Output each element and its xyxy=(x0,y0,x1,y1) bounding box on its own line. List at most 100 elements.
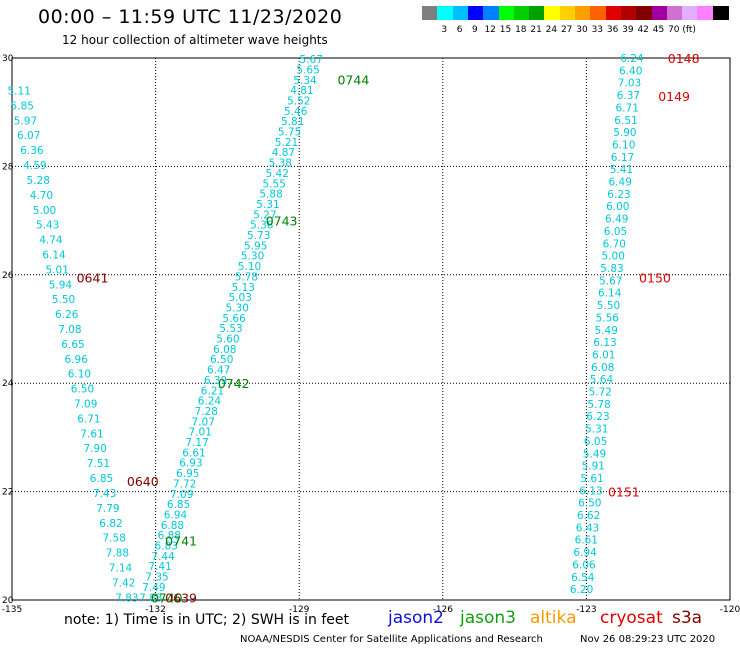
wave-height-label: 5.95 xyxy=(244,240,267,252)
wave-height-label: 6.95 xyxy=(176,468,199,480)
wave-height-label: 5.49 xyxy=(583,448,606,460)
wave-height-label: 5.88 xyxy=(259,189,282,201)
color-scale-tick-label: 70 xyxy=(668,25,680,35)
color-swatch xyxy=(437,6,454,20)
wave-height-label: 6.96 xyxy=(65,354,89,366)
wave-height-label: 7.28 xyxy=(195,406,218,418)
pass-time-label: 0640 xyxy=(127,474,159,489)
wave-height-label: 6.21 xyxy=(201,385,224,397)
color-scale-tick-label: 18 xyxy=(515,25,527,35)
wave-height-label: 5.56 xyxy=(596,312,620,324)
pass-time-label: 0150 xyxy=(639,271,671,286)
color-swatch xyxy=(575,6,591,20)
color-swatch xyxy=(559,6,576,20)
wave-height-label: 6.88 xyxy=(158,530,181,542)
wave-height-label: 7.51 xyxy=(87,458,110,470)
wave-height-label: 5.66 xyxy=(222,313,246,325)
wave-height-label: 4.87 xyxy=(272,147,295,159)
wave-height-label: 7.08 xyxy=(58,324,81,336)
wave-height-label: 6.24 xyxy=(198,396,222,408)
color-swatch xyxy=(636,6,653,20)
color-swatch xyxy=(697,6,714,20)
wave-height-label: 6.82 xyxy=(99,518,122,530)
wave-height-label: 5.73 xyxy=(247,230,270,242)
wave-height-label: 5.27 xyxy=(253,209,276,221)
wave-height-label: 5.01 xyxy=(46,264,69,276)
wave-height-label: 6.71 xyxy=(77,413,100,425)
lon-tick-label: -126 xyxy=(433,605,454,615)
wave-height-label: 7.09 xyxy=(170,489,193,501)
page-title: 00:00 – 11:59 UTC 11/23/2020 xyxy=(38,6,343,28)
lat-tick-label: 28 xyxy=(2,162,14,172)
wave-height-label: 5.46 xyxy=(284,106,308,118)
wave-height-label: 6.24 xyxy=(620,53,644,65)
wave-height-label: 6.70 xyxy=(603,238,626,250)
wave-height-label: 6.23 xyxy=(607,189,630,201)
wave-height-label: 5.53 xyxy=(219,323,242,335)
page-subtitle: 12 hour collection of altimeter wave hei… xyxy=(62,33,328,47)
lat-tick-label: 20 xyxy=(2,596,14,606)
wave-height-label: 5.55 xyxy=(263,178,286,190)
wave-height-label: 5.81 xyxy=(281,116,304,128)
color-swatch xyxy=(651,6,668,20)
color-scale-tick-label: 42 xyxy=(637,25,649,35)
wave-height-label: 6.00 xyxy=(606,201,629,213)
wave-height-label: 6.07 xyxy=(17,130,40,142)
wave-height-label: 6.50 xyxy=(210,354,233,366)
wave-height-label: 7.14 xyxy=(109,563,133,575)
wave-height-label: 6.49 xyxy=(605,214,628,226)
wave-height-label: 5.21 xyxy=(275,137,298,149)
pass-time-label: 0744 xyxy=(337,73,369,88)
color-scale-tick-label: 15 xyxy=(499,25,512,35)
wave-height-label: 5.67 xyxy=(300,54,323,66)
plot-frame xyxy=(11,57,731,601)
wave-height-label: 5.64 xyxy=(590,374,614,386)
wave-height-label: 5.43 xyxy=(36,220,59,232)
wave-height-label: 6.88 xyxy=(161,520,184,532)
wave-height-label: 5.78 xyxy=(587,399,610,411)
color-swatch xyxy=(498,6,515,20)
lon-tick-label: -132 xyxy=(145,605,165,615)
wave-height-label: 7.03 xyxy=(618,78,641,90)
wave-height-label: 6.93 xyxy=(179,458,202,470)
color-scale-tick-label: 9 xyxy=(472,25,478,35)
wave-height-label: 6.50 xyxy=(578,498,601,510)
wave-height-label: 5.11 xyxy=(8,86,31,98)
lat-tick-label: 26 xyxy=(2,271,14,281)
wave-height-label: 6.85 xyxy=(167,499,190,511)
wave-height-label: 6.61 xyxy=(182,447,205,459)
wave-height-label: 6.65 xyxy=(61,339,84,351)
wave-height-label: 5.38 xyxy=(269,158,292,170)
wave-height-label: 6.40 xyxy=(619,65,642,77)
color-scale-tick-label: 45 xyxy=(652,25,665,35)
wave-height-label: 6.10 xyxy=(612,140,635,152)
wave-height-label: 4.59 xyxy=(23,160,46,172)
pass-time-label: 0740 xyxy=(151,590,183,605)
wave-height-label: 6.94 xyxy=(573,547,597,559)
wave-height-label: 6.43 xyxy=(576,522,599,534)
wave-height-label: 7.35 xyxy=(145,572,168,584)
wave-height-label: 6.13 xyxy=(579,485,602,497)
lon-tick-label: -123 xyxy=(576,605,596,615)
wave-height-label: 6.08 xyxy=(591,362,614,374)
wave-height-label: 5.65 xyxy=(296,64,319,76)
lat-tick-label: 30 xyxy=(2,54,14,64)
color-scale-tick-label: 36 xyxy=(606,25,619,35)
wave-height-label: 5.31 xyxy=(585,424,608,436)
wave-height-label: 7.17 xyxy=(185,437,208,449)
wave-height-label: 5.85 xyxy=(11,100,34,112)
mission-cryosat-label: cryosat xyxy=(600,608,663,628)
pass-time-label: 0148 xyxy=(668,51,700,66)
color-scale-tick-label: 39 xyxy=(622,25,634,35)
color-scale-tick-label: 3 xyxy=(441,25,448,35)
wave-height-label: 6.37 xyxy=(617,90,640,102)
wave-height-label: 5.60 xyxy=(216,334,239,346)
wave-height-label: 5.72 xyxy=(589,387,612,399)
wave-height-label: 5.28 xyxy=(27,175,50,187)
wave-height-label: 6.01 xyxy=(592,350,615,362)
wave-height-label: 5.75 xyxy=(278,127,301,139)
wave-height-label: 6.51 xyxy=(614,115,637,127)
color-swatch xyxy=(666,6,683,20)
footer-note: note: 1) Time is in UTC; 2) SWH is in fe… xyxy=(64,612,350,628)
wave-height-label: 7.88 xyxy=(106,548,129,560)
